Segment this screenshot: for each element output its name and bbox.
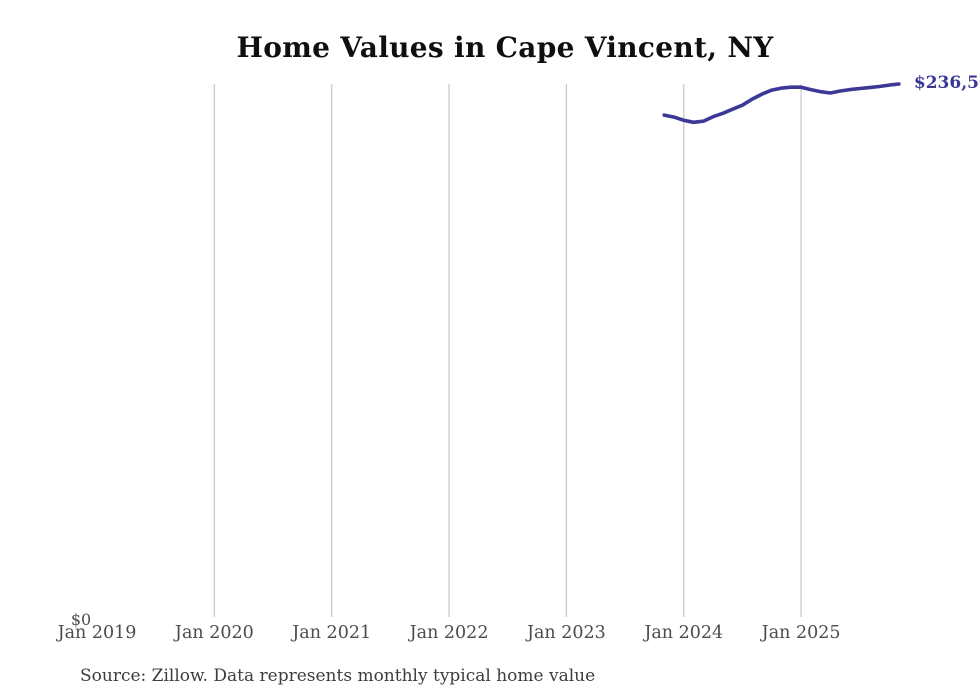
x-axis-tick-label: Jan 2022 — [409, 623, 489, 643]
chart-title: Home Values in Cape Vincent, NY — [236, 31, 774, 64]
x-axis-tick-label: Jan 2019 — [57, 623, 137, 643]
x-axis-tick-label: Jan 2023 — [526, 623, 606, 643]
series-end-value-label: $236,500 — [913, 73, 980, 93]
x-axis-tick-label: Jan 2020 — [174, 623, 254, 643]
home-value-line-series — [662, 82, 901, 125]
x-axis-tick-label: Jan 2021 — [292, 623, 372, 643]
y-axis-zero-label: $0 — [70, 610, 92, 629]
x-axis-tick-label: Jan 2024 — [644, 623, 724, 643]
x-axis-tick-label: Jan 2025 — [761, 623, 841, 643]
source-note: Source: Zillow. Data represents monthly … — [80, 666, 596, 686]
